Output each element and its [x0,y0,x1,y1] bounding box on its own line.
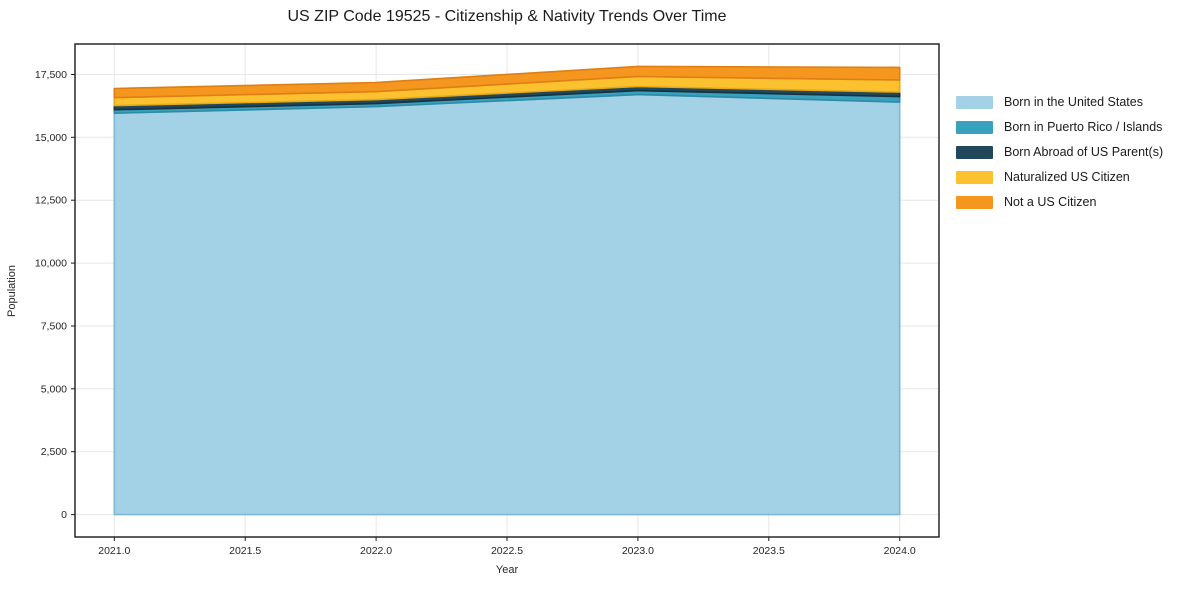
y-tick-label: 17,500 [35,69,67,81]
legend-item-not-a-us-citizen: Not a US Citizen [956,195,1163,209]
legend-label: Not a US Citizen [1004,195,1097,209]
area-not-a-us-citizen [113,65,901,99]
legend-swatch [956,170,993,184]
legend-label: Naturalized US Citizen [1004,170,1130,184]
y-tick-label: 12,500 [35,195,67,207]
x-tick-label: 2022.5 [491,545,523,557]
legend-swatch [956,95,993,109]
chart-title: US ZIP Code 19525 - Citizenship & Nativi… [287,8,727,25]
legend-label: Born in Puerto Rico / Islands [1004,120,1163,134]
x-tick-label: 2021.5 [229,545,261,557]
y-tick-label: 10,000 [35,258,67,270]
y-tick-label: 0 [61,509,67,521]
legend-swatch [956,145,993,159]
x-tick-label: 2022.0 [360,545,392,557]
x-tick-label: 2021.0 [98,545,130,557]
legend-label: Born Abroad of US Parent(s) [1004,145,1164,159]
legend-item-born-in-puerto-rico-islands: Born in Puerto Rico / Islands [956,120,1163,134]
legend: Born in the United States Born in Puerto … [956,95,1163,220]
y-axis-label: Population [6,264,18,317]
x-tick-label: 2023.5 [753,545,785,557]
legend-item-born-abroad-of-us-parent-s: Born Abroad of US Parent(s) [956,145,1163,159]
legend-label: Born in the United States [1004,95,1143,109]
x-axis-label: Year [495,564,519,576]
legend-item-born-in-the-united-states: Born in the United States [956,95,1163,109]
y-tick-label: 7,500 [41,321,67,333]
legend-item-naturalized-us-citizen: Naturalized US Citizen [956,170,1163,184]
y-tick-label: 2,500 [41,446,67,458]
x-tick-label: 2024.0 [884,545,916,557]
y-tick-label: 5,000 [41,383,67,395]
area-born-in-the-united-states [113,93,901,516]
y-tick-label: 15,000 [35,132,67,144]
legend-swatch [956,195,993,209]
x-tick-label: 2023.0 [622,545,654,557]
legend-swatch [956,120,993,134]
y-axis-label-wrap: Population [6,44,18,537]
